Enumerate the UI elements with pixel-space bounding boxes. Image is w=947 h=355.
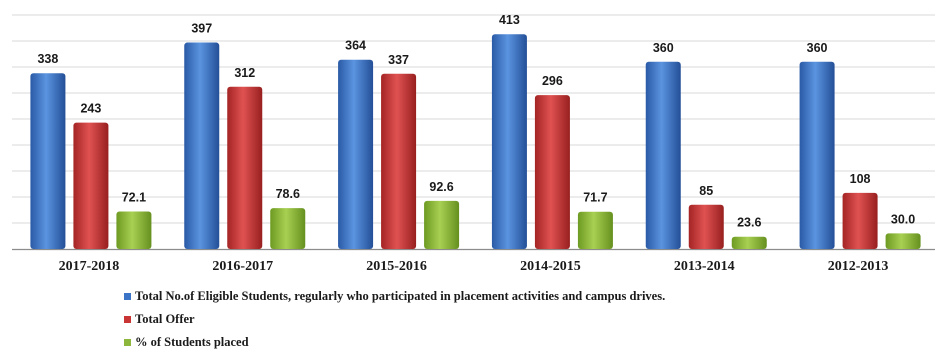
data-label-offer-2015-2016: 337: [388, 53, 409, 67]
bar-eligible-2015-2016: [338, 59, 374, 249]
data-label-eligible-2013-2014: 360: [653, 41, 674, 55]
legend-swatch-red: [124, 315, 131, 323]
data-label-offer-2014-2015: 296: [542, 74, 563, 88]
data-label-eligible-2016-2017: 397: [191, 22, 212, 36]
legend-label: Total No.of Eligible Students, regularly…: [135, 288, 666, 303]
data-labels-group: 338 243 72.1 397 312 78.6 364 337 92.6 413 296 71.7…: [37, 13, 915, 229]
data-label-eligible-2014-2015: 413: [499, 13, 520, 27]
legend-item-eligible: Total No.of Eligible Students, regularly…: [124, 286, 665, 306]
bar-eligible-2012-2013: [799, 61, 835, 249]
bar-offer-2012-2013: [842, 192, 878, 249]
bar-eligible-2014-2015: [491, 34, 527, 249]
x-tick-label: 2015-2016: [366, 259, 427, 274]
data-label-offer-2013-2014: 85: [699, 184, 713, 198]
x-tick-label: 2014-2015: [520, 259, 581, 274]
bar-placed-2017-2018: [116, 211, 152, 249]
data-label-eligible-2012-2013: 360: [807, 41, 828, 55]
bar-offer-2015-2016: [381, 73, 417, 249]
bar-placed-2013-2014: [731, 236, 767, 249]
data-label-eligible-2015-2016: 364: [345, 39, 366, 53]
data-label-placed-2012-2013: 30.0: [891, 212, 915, 226]
data-label-placed-2013-2014: 23.6: [737, 216, 761, 230]
data-label-placed-2017-2018: 72.1: [122, 191, 146, 205]
data-label-eligible-2017-2018: 338: [37, 52, 58, 66]
legend-swatch-green: [124, 338, 131, 346]
bar-offer-2016-2017: [227, 86, 263, 249]
x-tick-labels-group: 2017-2018 2016-2017 2015-2016 2014-2015 2013…: [59, 259, 889, 274]
data-label-offer-2017-2018: 243: [80, 102, 101, 116]
x-tick-label: 2013-2014: [674, 259, 735, 274]
data-label-placed-2015-2016: 92.6: [429, 180, 453, 194]
data-label-placed-2014-2015: 71.7: [583, 191, 607, 205]
x-tick-label: 2016-2017: [212, 259, 273, 274]
legend-label: % of Students placed: [135, 334, 249, 349]
x-tick-label: 2012-2013: [828, 259, 889, 274]
bar-placed-2014-2015: [577, 211, 613, 249]
legend-item-placed: % of Students placed: [124, 332, 665, 352]
bar-offer-2014-2015: [534, 95, 570, 249]
bar-eligible-2017-2018: [30, 73, 66, 250]
legend-item-offer: Total Offer: [124, 309, 665, 329]
data-label-offer-2012-2013: 108: [850, 172, 871, 186]
bar-offer-2017-2018: [73, 122, 109, 249]
bar-offer-2013-2014: [688, 204, 724, 249]
data-label-offer-2016-2017: 312: [234, 66, 255, 80]
bar-placed-2015-2016: [424, 200, 460, 249]
bar-placed-2016-2017: [270, 208, 306, 249]
bars-group: [30, 34, 921, 250]
legend-label: Total Offer: [135, 311, 195, 326]
gridlines: [12, 14, 935, 251]
bar-eligible-2013-2014: [645, 61, 681, 249]
x-tick-label: 2017-2018: [59, 259, 120, 274]
bar-placed-2012-2013: [885, 233, 921, 249]
bar-eligible-2016-2017: [184, 42, 220, 250]
legend: Total No.of Eligible Students, regularly…: [124, 286, 665, 355]
data-label-placed-2016-2017: 78.6: [276, 187, 300, 201]
legend-swatch-blue: [124, 292, 131, 300]
